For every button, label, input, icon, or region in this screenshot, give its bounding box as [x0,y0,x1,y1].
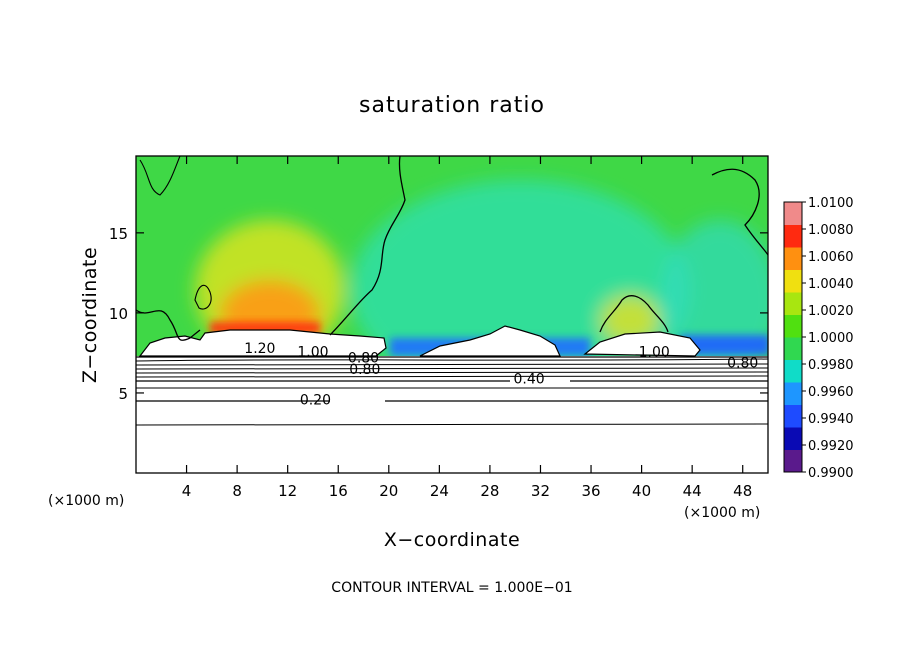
colorbar-label: 1.0040 [808,277,854,292]
contour-upper-left [136,309,201,341]
y-axis-title: Z−coordinate [79,247,101,383]
colorbar-label: 1.0080 [808,223,854,238]
contour-label: 0.40 [514,372,545,388]
colorbar-swatch [784,224,802,248]
colorbar-label: 1.0000 [808,331,854,346]
x-tick-label: 24 [430,482,449,500]
colorbar-label: 1.0100 [808,196,854,211]
y-axis: 5 10 15 [109,225,768,403]
contour-label: 0.20 [300,392,331,408]
colorbar-swatch [784,337,802,360]
contour-left-small [194,284,212,310]
colorbar-label: 0.9900 [808,466,854,481]
cloud-right [583,331,701,357]
x-tick-label: 36 [581,482,600,500]
contour-lines [136,356,768,426]
colorbar-swatch [784,292,802,315]
colorbar: 1.0100 1.0080 1.0060 1.0040 1.0020 1.0000 0.99… [783,196,854,481]
x-tick-label: 48 [733,482,752,500]
contour-line [136,358,768,362]
x-unit-label-right: (×1000 m) [684,505,760,521]
colorbar-label: 1.0020 [808,304,854,319]
heatmap-field [136,156,768,473]
x-tick-label: 44 [683,482,702,500]
x-unit-label-left: (×1000 m) [48,493,124,509]
colorbar-label: 0.9980 [808,358,854,373]
x-tick-label: 16 [329,482,348,500]
colorbar-swatch [784,382,802,405]
x-tick-label: 8 [232,482,242,500]
contour-upper-mid [329,156,406,336]
contour-label: 1.20 [244,341,275,357]
field-lower-white [136,356,768,473]
contour-top-right [711,168,768,256]
contour-labels: 0.200.400.80 0.801.00 1.001.200.80 [244,341,758,408]
colorbar-swatch [784,427,802,450]
contour-top-left [139,156,181,196]
contour-line [136,375,768,378]
colorbar-label: 0.9960 [808,385,854,400]
y-tick-label: 5 [118,385,128,403]
cloud-left [138,329,387,357]
colorbar-swatch [784,404,802,428]
x-tick-label: 40 [632,482,651,500]
x-tick-label: 12 [278,482,297,500]
contour-label: 0.80 [727,356,758,372]
colorbar-swatch [784,202,802,225]
colorbar-swatch [784,314,802,338]
contour-line [136,371,768,374]
contour-upper-right [599,295,669,333]
colorbar-swatch [784,247,802,270]
x-tick-label: 4 [182,482,192,500]
colorbar-label: 1.0060 [808,250,854,265]
colorbar-swatch [784,269,802,293]
contour-label: 1.00 [297,344,328,360]
plot-frame [135,155,769,474]
colorbar-swatch [784,449,802,473]
colorbar-swatch [784,359,802,383]
field-blue-band-right [680,335,768,355]
contour-label: 1.00 [639,344,670,360]
cloud-center [419,325,561,357]
x-axis-title: X−coordinate [384,529,520,551]
contour-line [136,367,768,370]
colorbar-label: 0.9920 [808,439,854,454]
contour-label: 0.80 [349,362,380,378]
contour-label: 0.80 [348,351,379,367]
x-tick-label: 32 [531,482,550,500]
y-tick-label: 15 [109,225,128,243]
colorbar-label: 0.9940 [808,412,854,427]
chart-title: saturation ratio [359,93,545,118]
x-tick-label: 20 [379,482,398,500]
x-tick-label: 28 [480,482,499,500]
contour-interval-note: CONTOUR INTERVAL = 1.000E−01 [331,580,572,596]
contour-line [136,363,768,366]
y-tick-label: 10 [109,305,128,323]
contour-line [136,423,768,426]
x-axis: 4 8 12 16 20 24 28 32 36 40 44 48 [182,156,752,500]
